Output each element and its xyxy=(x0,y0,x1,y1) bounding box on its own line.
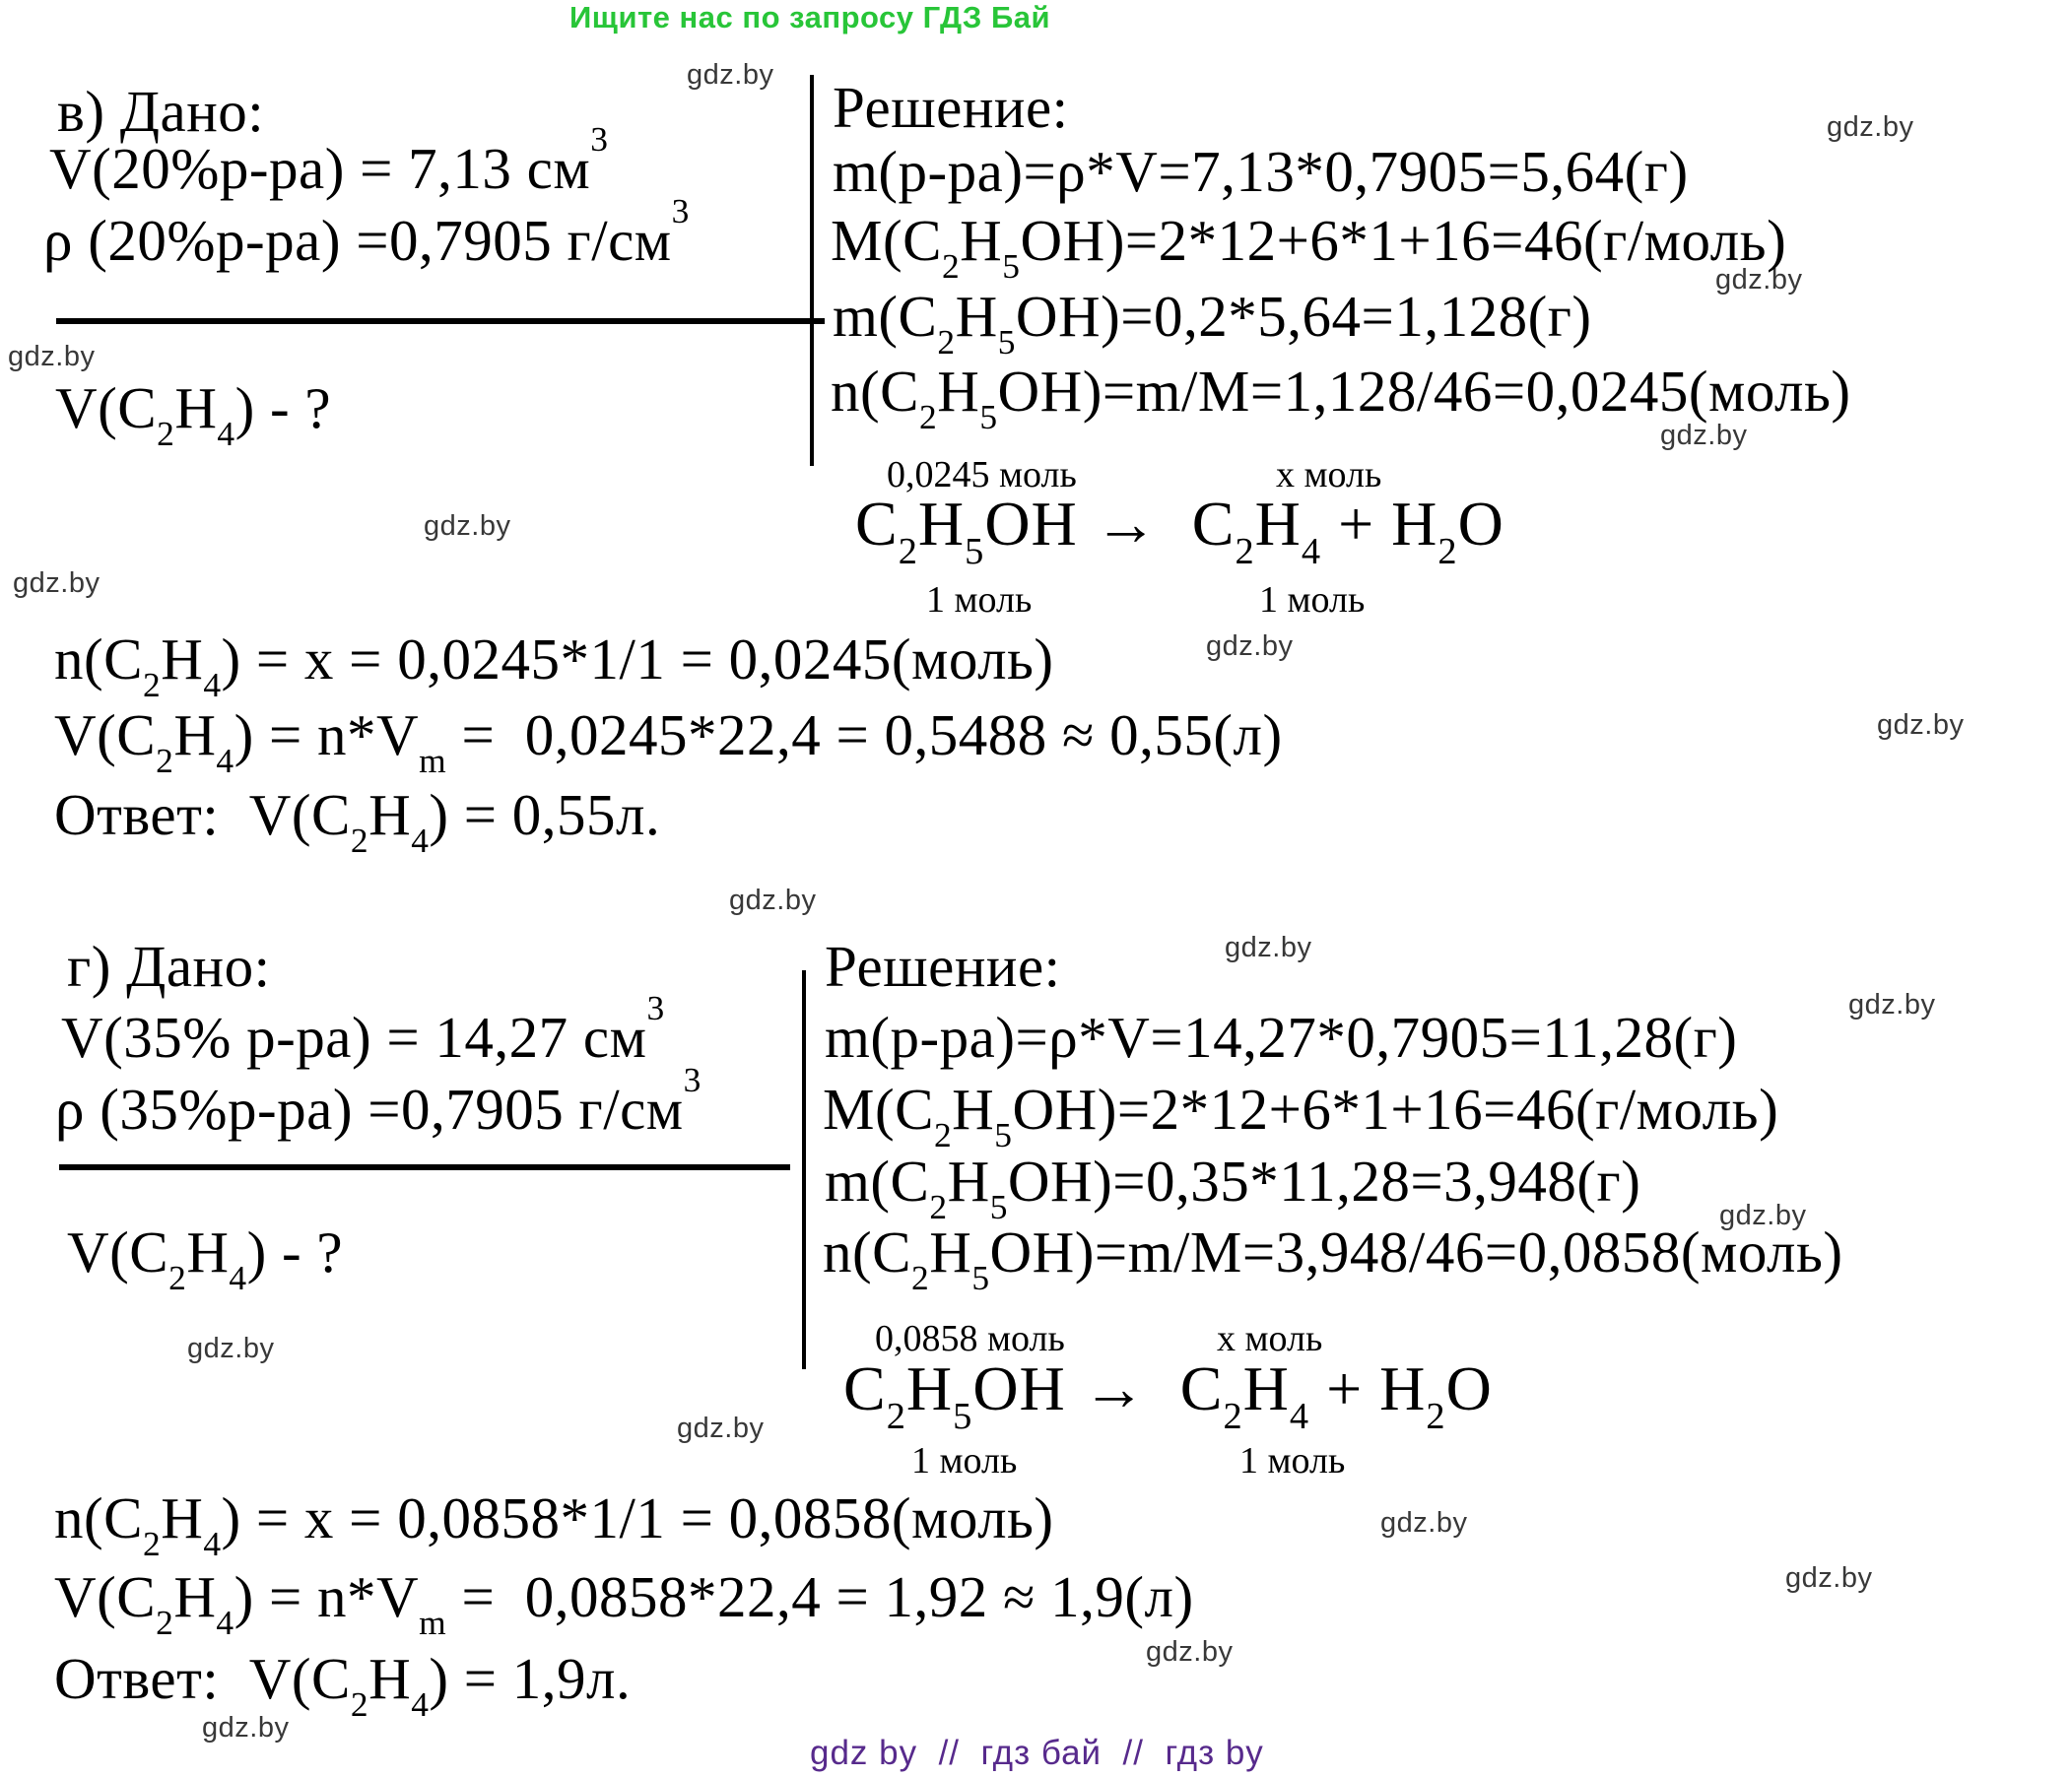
chemical-equation: C2H5OH → C2H4 + H2O xyxy=(855,489,1504,573)
gdz-watermark: gdz.by xyxy=(424,510,511,542)
solution-step: n(C2H5OH)=m/M=3,948/46=0,0858(моль) xyxy=(823,1219,1843,1297)
equation-moles-above-right: x моль xyxy=(1217,1318,1323,1359)
given-volume: V(35% р-ра) = 14,27 см3 xyxy=(61,987,665,1070)
given-divider-line xyxy=(59,1164,790,1170)
gdz-watermark: gdz.by xyxy=(1848,989,1936,1021)
given-divider-line xyxy=(56,318,825,324)
gdz-watermark: gdz.by xyxy=(687,59,774,91)
gdz-watermark: gdz.by xyxy=(187,1333,275,1364)
solution-divider-line xyxy=(810,75,814,466)
equation-moles-below-left: 1 моль xyxy=(911,1440,1018,1482)
chemical-equation: C2H5OH → C2H4 + H2O xyxy=(843,1353,1493,1438)
gdz-watermark: gdz.by xyxy=(677,1413,765,1444)
equation-moles-below-right: 1 моль xyxy=(1259,579,1366,621)
solution-title: Решение: xyxy=(833,75,1069,140)
solution-step: m(C2H5OH)=0,2*5,64=1,128(г) xyxy=(833,284,1592,362)
solution-step: m(р-ра)=ρ*V=7,13*0,7905=5,64(г) xyxy=(833,139,1689,204)
site-footer: gdz by // гдз бай // гдз by xyxy=(810,1734,1264,1772)
gdz-watermark: gdz.by xyxy=(1206,630,1294,662)
given-density: ρ (20%р-ра) =0,7905 г/см3 xyxy=(43,190,690,273)
gdz-watermark: gdz.by xyxy=(1827,111,1914,143)
find-value: V(C2H4) - ? xyxy=(55,375,332,453)
gdz-watermark: gdz.by xyxy=(729,885,817,916)
promo-banner: Ищите нас по запросу ГДЗ Бай xyxy=(569,0,1051,34)
equation-moles-above-left: 0,0858 моль xyxy=(875,1318,1065,1359)
gdz-watermark: gdz.by xyxy=(202,1712,290,1744)
gdz-watermark: gdz.by xyxy=(1719,1200,1807,1231)
gdz-watermark: gdz.by xyxy=(1660,420,1748,451)
dano-label: г) Дано: xyxy=(67,934,271,999)
given-density: ρ (35%р-ра) =0,7905 г/см3 xyxy=(55,1059,702,1142)
equation-moles-above-left: 0,0245 моль xyxy=(887,454,1077,495)
given-volume: V(20%р-ра) = 7,13 см3 xyxy=(49,118,609,201)
solution-divider-line xyxy=(802,970,806,1369)
equation-moles-above-right: x моль xyxy=(1276,454,1382,495)
equation-moles-below-right: 1 моль xyxy=(1239,1440,1346,1482)
solution-step: m(р-ра)=ρ*V=14,27*0,7905=11,28(г) xyxy=(825,1005,1738,1070)
gdz-watermark: gdz.by xyxy=(1225,932,1312,963)
gdz-watermark: gdz.by xyxy=(1877,709,1965,741)
gdz-watermark: gdz.by xyxy=(1380,1507,1468,1539)
gdz-watermark: gdz.by xyxy=(13,567,100,599)
find-value: V(C2H4) - ? xyxy=(67,1219,344,1297)
derivation-line: n(C2H4) = x = 0,0245*1/1 = 0,0245(моль) xyxy=(54,626,1054,704)
solution-step: M(C2H5OH)=2*12+6*1+16=46(г/моль) xyxy=(823,1077,1779,1154)
gdz-watermark: gdz.by xyxy=(1715,264,1803,296)
solution-step: M(C2H5OH)=2*12+6*1+16=46(г/моль) xyxy=(831,208,1787,286)
equation-moles-below-left: 1 моль xyxy=(926,579,1033,621)
gdz-watermark: gdz.by xyxy=(1785,1562,1873,1594)
dano-label: в) Дано: xyxy=(57,79,265,144)
derivation-line: V(C2H4) = n*Vm = 0,0858*22,4 = 1,92 ≈ 1,… xyxy=(54,1564,1194,1642)
answer-line: Ответ: V(C2H4) = 1,9л. xyxy=(54,1646,632,1724)
gdz-watermark: gdz.by xyxy=(8,341,96,372)
derivation-line: n(C2H4) = x = 0,0858*1/1 = 0,0858(моль) xyxy=(54,1485,1054,1563)
derivation-line: V(C2H4) = n*Vm = 0,0245*22,4 = 0,5488 ≈ … xyxy=(54,702,1283,780)
answer-line: Ответ: V(C2H4) = 0,55л. xyxy=(54,782,661,860)
solution-title: Решение: xyxy=(825,934,1061,999)
gdz-watermark: gdz.by xyxy=(1146,1636,1234,1668)
solution-step: m(C2H5OH)=0,35*11,28=3,948(г) xyxy=(825,1149,1641,1226)
solution-step: n(C2H5OH)=m/M=1,128/46=0,0245(моль) xyxy=(831,359,1851,436)
